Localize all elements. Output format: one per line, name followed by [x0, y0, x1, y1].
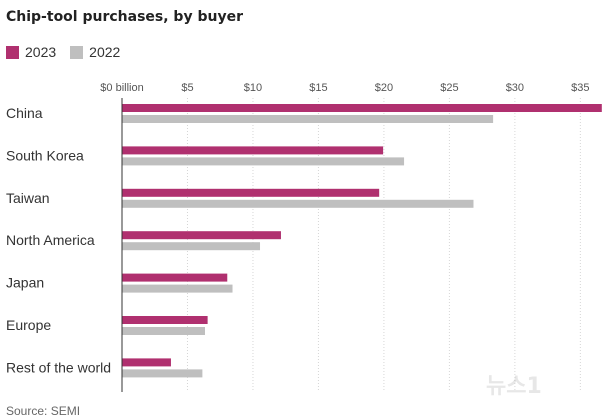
bar-south-korea-2023 — [122, 146, 384, 155]
x-tick-label-0: $0 billion — [100, 82, 143, 94]
x-tick-label-15: $15 — [309, 82, 327, 94]
legend: 2023 2022 — [6, 44, 134, 60]
bar-china-2023 — [122, 104, 602, 112]
category-label-taiwan: Taiwan — [6, 190, 50, 206]
bar-europe-2022 — [122, 327, 206, 335]
bar-europe-2023 — [122, 316, 208, 324]
category-label-rest-of-the-world: Rest of the world — [6, 359, 111, 375]
source-note: Source: SEMI — [6, 404, 81, 418]
category-label-south-korea: South Korea — [6, 147, 84, 163]
bar-japan-2023 — [122, 273, 228, 282]
legend-item-2022: 2022 — [70, 44, 120, 60]
legend-swatch-2022 — [70, 45, 84, 59]
legend-label-2022: 2022 — [89, 44, 121, 60]
x-tick-label-25: $25 — [440, 82, 458, 94]
bar-south-korea-2022 — [122, 157, 405, 166]
bar-china-2022 — [122, 115, 494, 123]
x-tick-label-5: $5 — [181, 82, 193, 94]
x-tick-label-20: $20 — [375, 82, 393, 94]
bar-rest-of-the-world-2022 — [122, 369, 203, 378]
category-label-europe: Europe — [6, 317, 51, 333]
legend-swatch-2023 — [6, 45, 19, 59]
x-tick-label-35: $35 — [571, 82, 589, 94]
bar-taiwan-2023 — [122, 188, 380, 197]
bar-taiwan-2022 — [122, 199, 474, 208]
watermark-logo: 뉴스1 — [486, 374, 542, 399]
bar-japan-2022 — [122, 284, 233, 293]
category-label-north-america: North America — [6, 232, 95, 248]
legend-item-2023: 2023 — [6, 44, 56, 60]
legend-label-2023: 2023 — [25, 44, 57, 60]
bar-rest-of-the-world-2023 — [122, 358, 171, 367]
x-tick-label-30: $30 — [506, 82, 524, 94]
chart-title: Chip-tool purchases, by buyer — [6, 9, 243, 25]
category-label-japan: Japan — [6, 275, 44, 291]
bar-north-america-2022 — [122, 242, 261, 251]
x-tick-label-10: $10 — [244, 82, 262, 94]
bar-north-america-2023 — [122, 231, 281, 240]
category-label-china: China — [6, 105, 43, 121]
